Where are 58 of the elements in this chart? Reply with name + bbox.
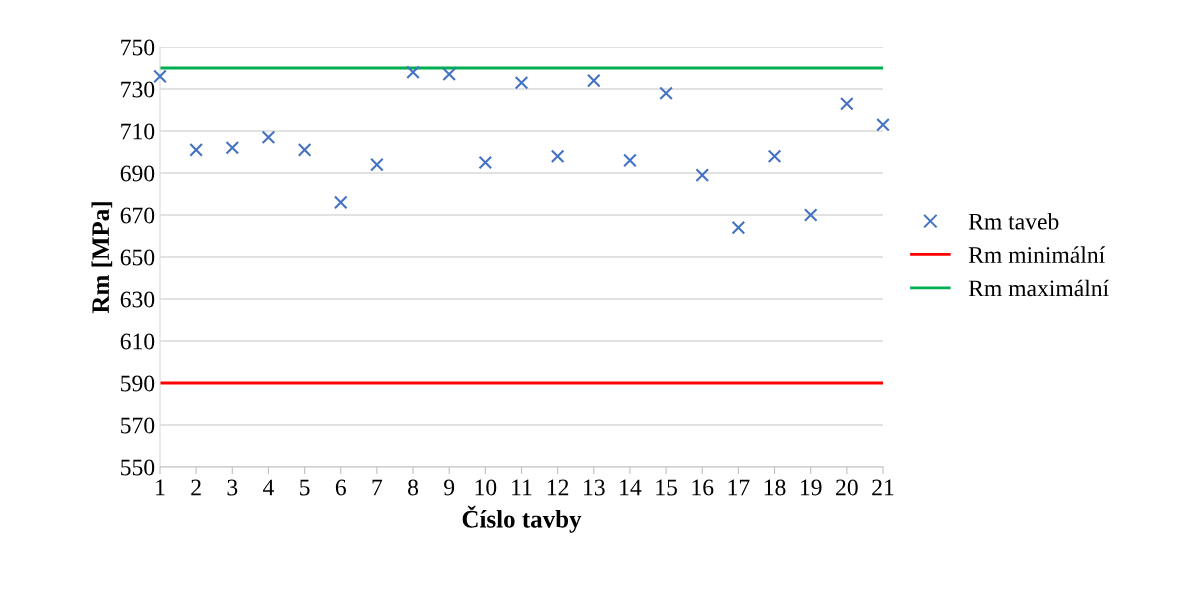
y-axis-title: Rm [MPa] [91,202,113,314]
x-tick-label: 19 [800,479,822,496]
x-tick-label: 16 [692,479,714,496]
point [297,143,312,157]
x-tick-label: 14 [620,479,642,496]
point [659,86,673,101]
point [514,75,529,90]
y-tick-label: 710 [121,123,155,140]
y-tick-label: 610 [120,333,155,350]
legend-label: Rm minimální [968,246,1105,263]
x-tick-label: 15 [656,479,677,496]
x-tick-label: 2 [191,479,201,496]
y-tick-label: 590 [121,375,155,392]
point [767,149,782,164]
y-tick-label: 750 [121,39,155,56]
point [442,67,457,82]
x-tick-label: 18 [764,479,786,496]
point [406,65,420,80]
x-tick-label: 21 [872,479,894,496]
point [803,208,818,222]
x-tick-label: 5 [300,479,310,496]
point [695,168,710,182]
point [333,195,348,210]
point [153,69,167,84]
x-tick-label: 17 [728,479,750,496]
x-tick-label: 11 [512,479,532,496]
y-tick-label: 650 [120,249,155,266]
point [225,140,240,155]
y-tick-label: 630 [120,291,155,308]
point [586,73,601,88]
point [550,149,565,164]
x-tick-label: 3 [227,479,238,496]
point [731,220,746,235]
y-tick-label: 570 [121,417,155,434]
legend-label: Rm taveb [968,213,1059,230]
point [189,143,203,157]
point [478,155,493,170]
point [840,96,854,111]
x-tick-label: 7 [372,479,383,496]
x-tick-label: 9 [444,479,455,496]
x-tick-label: 1 [156,479,165,496]
y-tick-label: 690 [120,165,155,182]
point [623,153,637,168]
y-tick-label: 670 [120,207,155,224]
x-tick-label: 12 [547,479,569,496]
x-tick-label: 8 [408,479,419,496]
x-tick-label: 20 [836,479,858,496]
x-tick-label: 4 [263,479,274,496]
x-tick-label: 13 [584,479,605,496]
x-axis-title: Číslo tavby [462,505,582,533]
legend-label: Rm maximální [968,279,1109,297]
y-tick-label: 550 [121,459,155,476]
point [370,157,384,172]
y-tick-label: 730 [121,81,155,98]
x-tick-label: 10 [475,479,497,496]
point [261,130,276,145]
point [876,117,890,132]
x-tick-label: 6 [335,479,346,496]
